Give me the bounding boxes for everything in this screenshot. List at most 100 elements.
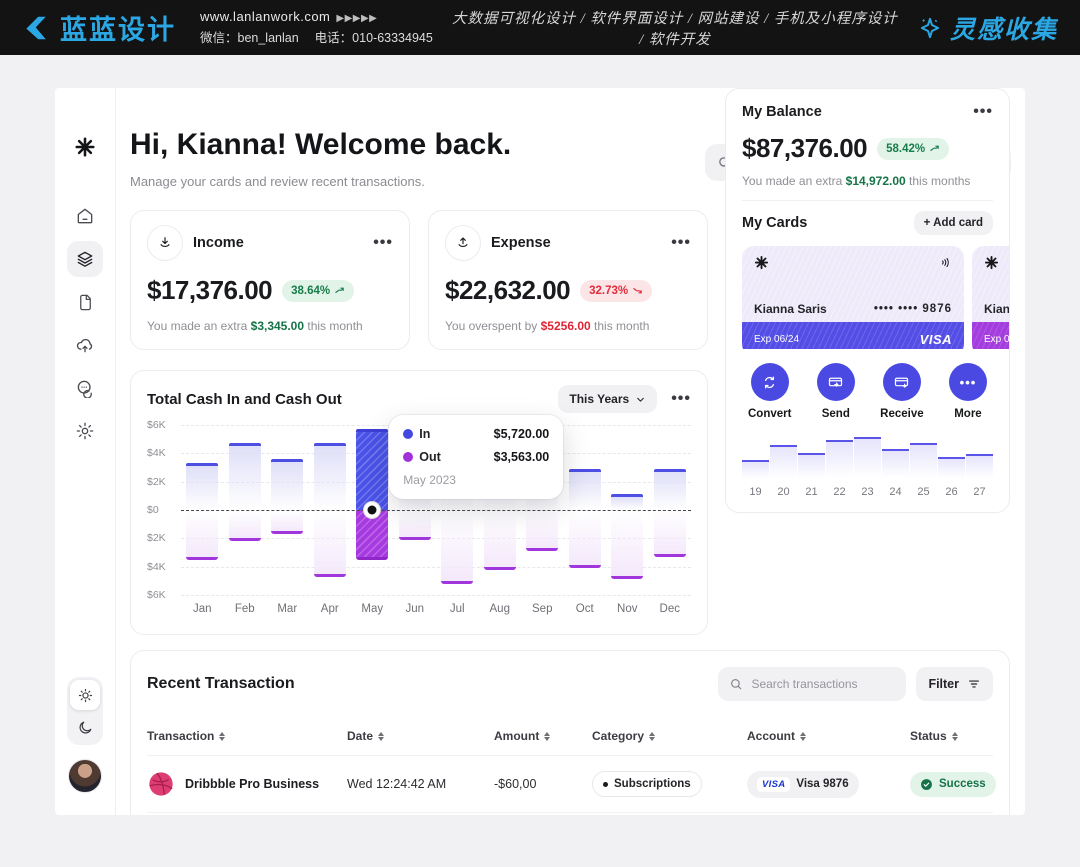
bar-group-jan[interactable] <box>181 425 224 595</box>
main-content: Hi, Kianna! Welcome back. Manage your ca… <box>115 88 1025 815</box>
bar-group-may[interactable] <box>351 425 394 595</box>
balance-more-options-icon[interactable]: ••• <box>973 103 993 120</box>
add-card-button[interactable]: + Add card <box>913 211 993 235</box>
banner-website[interactable]: www.lanlanwork.com ▶▶▶▶▶ <box>200 9 378 24</box>
moon-icon <box>77 719 94 736</box>
column-header-category[interactable]: Category <box>592 729 747 743</box>
column-header-amount[interactable]: Amount <box>494 729 592 743</box>
mini-bar-20 <box>770 445 797 478</box>
status-badge: Success <box>910 771 996 797</box>
cardholder-name: Kianna Saris <box>754 302 827 316</box>
convert-button[interactable]: Convert <box>748 363 791 420</box>
sort-icon <box>219 731 226 741</box>
banner-services: 大数据可视化设计 / 软件界面设计 / 网站建设 / 手机及小程序设计 / 软件… <box>451 10 898 48</box>
icon-sidebar <box>55 88 116 815</box>
trend-down-icon <box>633 288 642 294</box>
sort-icon <box>951 731 958 741</box>
collect-label: 灵感收集 <box>949 16 1058 44</box>
sidebar-item-home[interactable] <box>67 198 103 234</box>
transaction-amount: -$60,00 <box>494 777 537 791</box>
x-axis-tick: Aug <box>489 603 510 615</box>
my-cards-title: My Cards <box>742 215 808 231</box>
transactions-title: Recent Transaction <box>147 675 295 692</box>
mini-chart-tick: 23 <box>861 486 874 498</box>
card-number-masked: •••• •••• 9876 <box>873 303 952 315</box>
banner-contact: www.lanlanwork.com ▶▶▶▶▶ 微信：ben_lanlan 电话… <box>200 9 433 46</box>
bar-group-dec[interactable] <box>649 425 692 595</box>
more-button[interactable]: ••• More <box>948 363 987 420</box>
sidebar-item-cloud-upload[interactable] <box>67 327 103 363</box>
chart-more-options-icon[interactable]: ••• <box>671 390 691 407</box>
layers-icon <box>75 249 95 269</box>
x-axis-tick: Mar <box>277 603 298 615</box>
send-button[interactable]: Send <box>816 363 855 420</box>
chat-icon <box>75 378 95 398</box>
credit-card-primary[interactable]: Kianna Saris •••• •••• 9876 Exp 06/24 VI… <box>742 246 964 349</box>
theme-toggle[interactable] <box>67 677 103 745</box>
transactions-search-input[interactable]: Search transactions <box>718 667 907 701</box>
bar-group-feb[interactable] <box>224 425 267 595</box>
income-label: Income <box>193 235 244 251</box>
visa-logo: VISA <box>757 776 791 792</box>
dark-mode-button[interactable] <box>70 712 100 742</box>
trend-up-icon <box>335 287 344 293</box>
y-axis-tick: $0 <box>147 504 159 516</box>
sidebar-item-messages[interactable] <box>67 370 103 406</box>
bar-group-nov[interactable] <box>606 425 649 595</box>
ellipsis-icon: ••• <box>959 374 977 390</box>
cash-out-bar <box>483 510 516 570</box>
bar-group-apr[interactable] <box>309 425 352 595</box>
column-header-transaction[interactable]: Transaction <box>147 729 347 743</box>
column-header-account[interactable]: Account <box>747 729 910 743</box>
cash-out-bar <box>271 510 304 535</box>
x-axis-tick: Nov <box>617 603 638 615</box>
gridline <box>181 538 691 540</box>
mini-chart-tick: 25 <box>917 486 930 498</box>
sort-icon <box>800 731 806 741</box>
mini-chart-tick: 24 <box>889 486 902 498</box>
income-trend-badge: 38.64% <box>282 279 355 302</box>
check-circle-icon <box>921 778 932 790</box>
bar-group-oct[interactable] <box>564 425 607 595</box>
period-select[interactable]: This Years <box>558 385 658 413</box>
credit-card-secondary[interactable]: Kianna Exp 06/2 <box>972 246 1009 349</box>
expense-trend-badge: 32.73% <box>580 279 653 302</box>
transaction-row[interactable]: Dribbble Pro Business Wed 12:24:42 AM -$… <box>147 756 996 813</box>
x-axis-tick: Feb <box>234 603 255 615</box>
mini-bar-23 <box>854 437 881 478</box>
lanlan-brand[interactable]: 蓝蓝设计 <box>22 8 176 47</box>
expense-more-options-icon[interactable]: ••• <box>671 234 691 251</box>
document-icon <box>76 293 95 312</box>
inspiration-collect[interactable]: 灵感收集 <box>917 10 1058 46</box>
bar-group-mar[interactable] <box>266 425 309 595</box>
user-avatar[interactable] <box>68 759 102 793</box>
x-axis-tick: Oct <box>575 603 594 615</box>
account-badge: VISA Visa 9876 <box>747 770 859 798</box>
sidebar-item-dashboard[interactable] <box>67 241 103 277</box>
cards-carousel[interactable]: Kianna Saris •••• •••• 9876 Exp 06/24 VI… <box>742 246 1009 349</box>
column-header-date[interactable]: Date <box>347 729 494 743</box>
filter-button[interactable]: Filter <box>916 667 993 701</box>
sidebar-item-settings[interactable] <box>67 413 103 449</box>
column-header-status[interactable]: Status <box>910 729 993 743</box>
card-asterisk-logo-icon <box>754 255 769 270</box>
send-card-icon <box>827 374 844 391</box>
sidebar-item-documents[interactable] <box>67 284 103 320</box>
light-mode-button[interactable] <box>70 680 100 710</box>
y-axis-tick: $2K <box>147 532 166 545</box>
cardholder-name: Kianna <box>984 302 1009 316</box>
y-axis-tick: $4K <box>147 447 166 460</box>
income-note: You made an extra $3,345.00 this month <box>147 319 363 333</box>
income-more-options-icon[interactable]: ••• <box>373 234 393 251</box>
mini-bar-26 <box>938 457 965 478</box>
y-axis-tick: $6K <box>147 589 166 601</box>
x-axis-tick: Jan <box>192 603 212 615</box>
cash-out-bar <box>568 510 601 569</box>
category-dot-icon <box>603 781 608 787</box>
receive-button[interactable]: Receive <box>880 363 924 420</box>
cash-out-bar <box>398 510 431 540</box>
mini-chart-tick: 26 <box>945 486 958 498</box>
y-axis-tick: $2K <box>147 475 166 488</box>
gridline <box>181 595 691 596</box>
cash-in-bar <box>568 468 601 510</box>
